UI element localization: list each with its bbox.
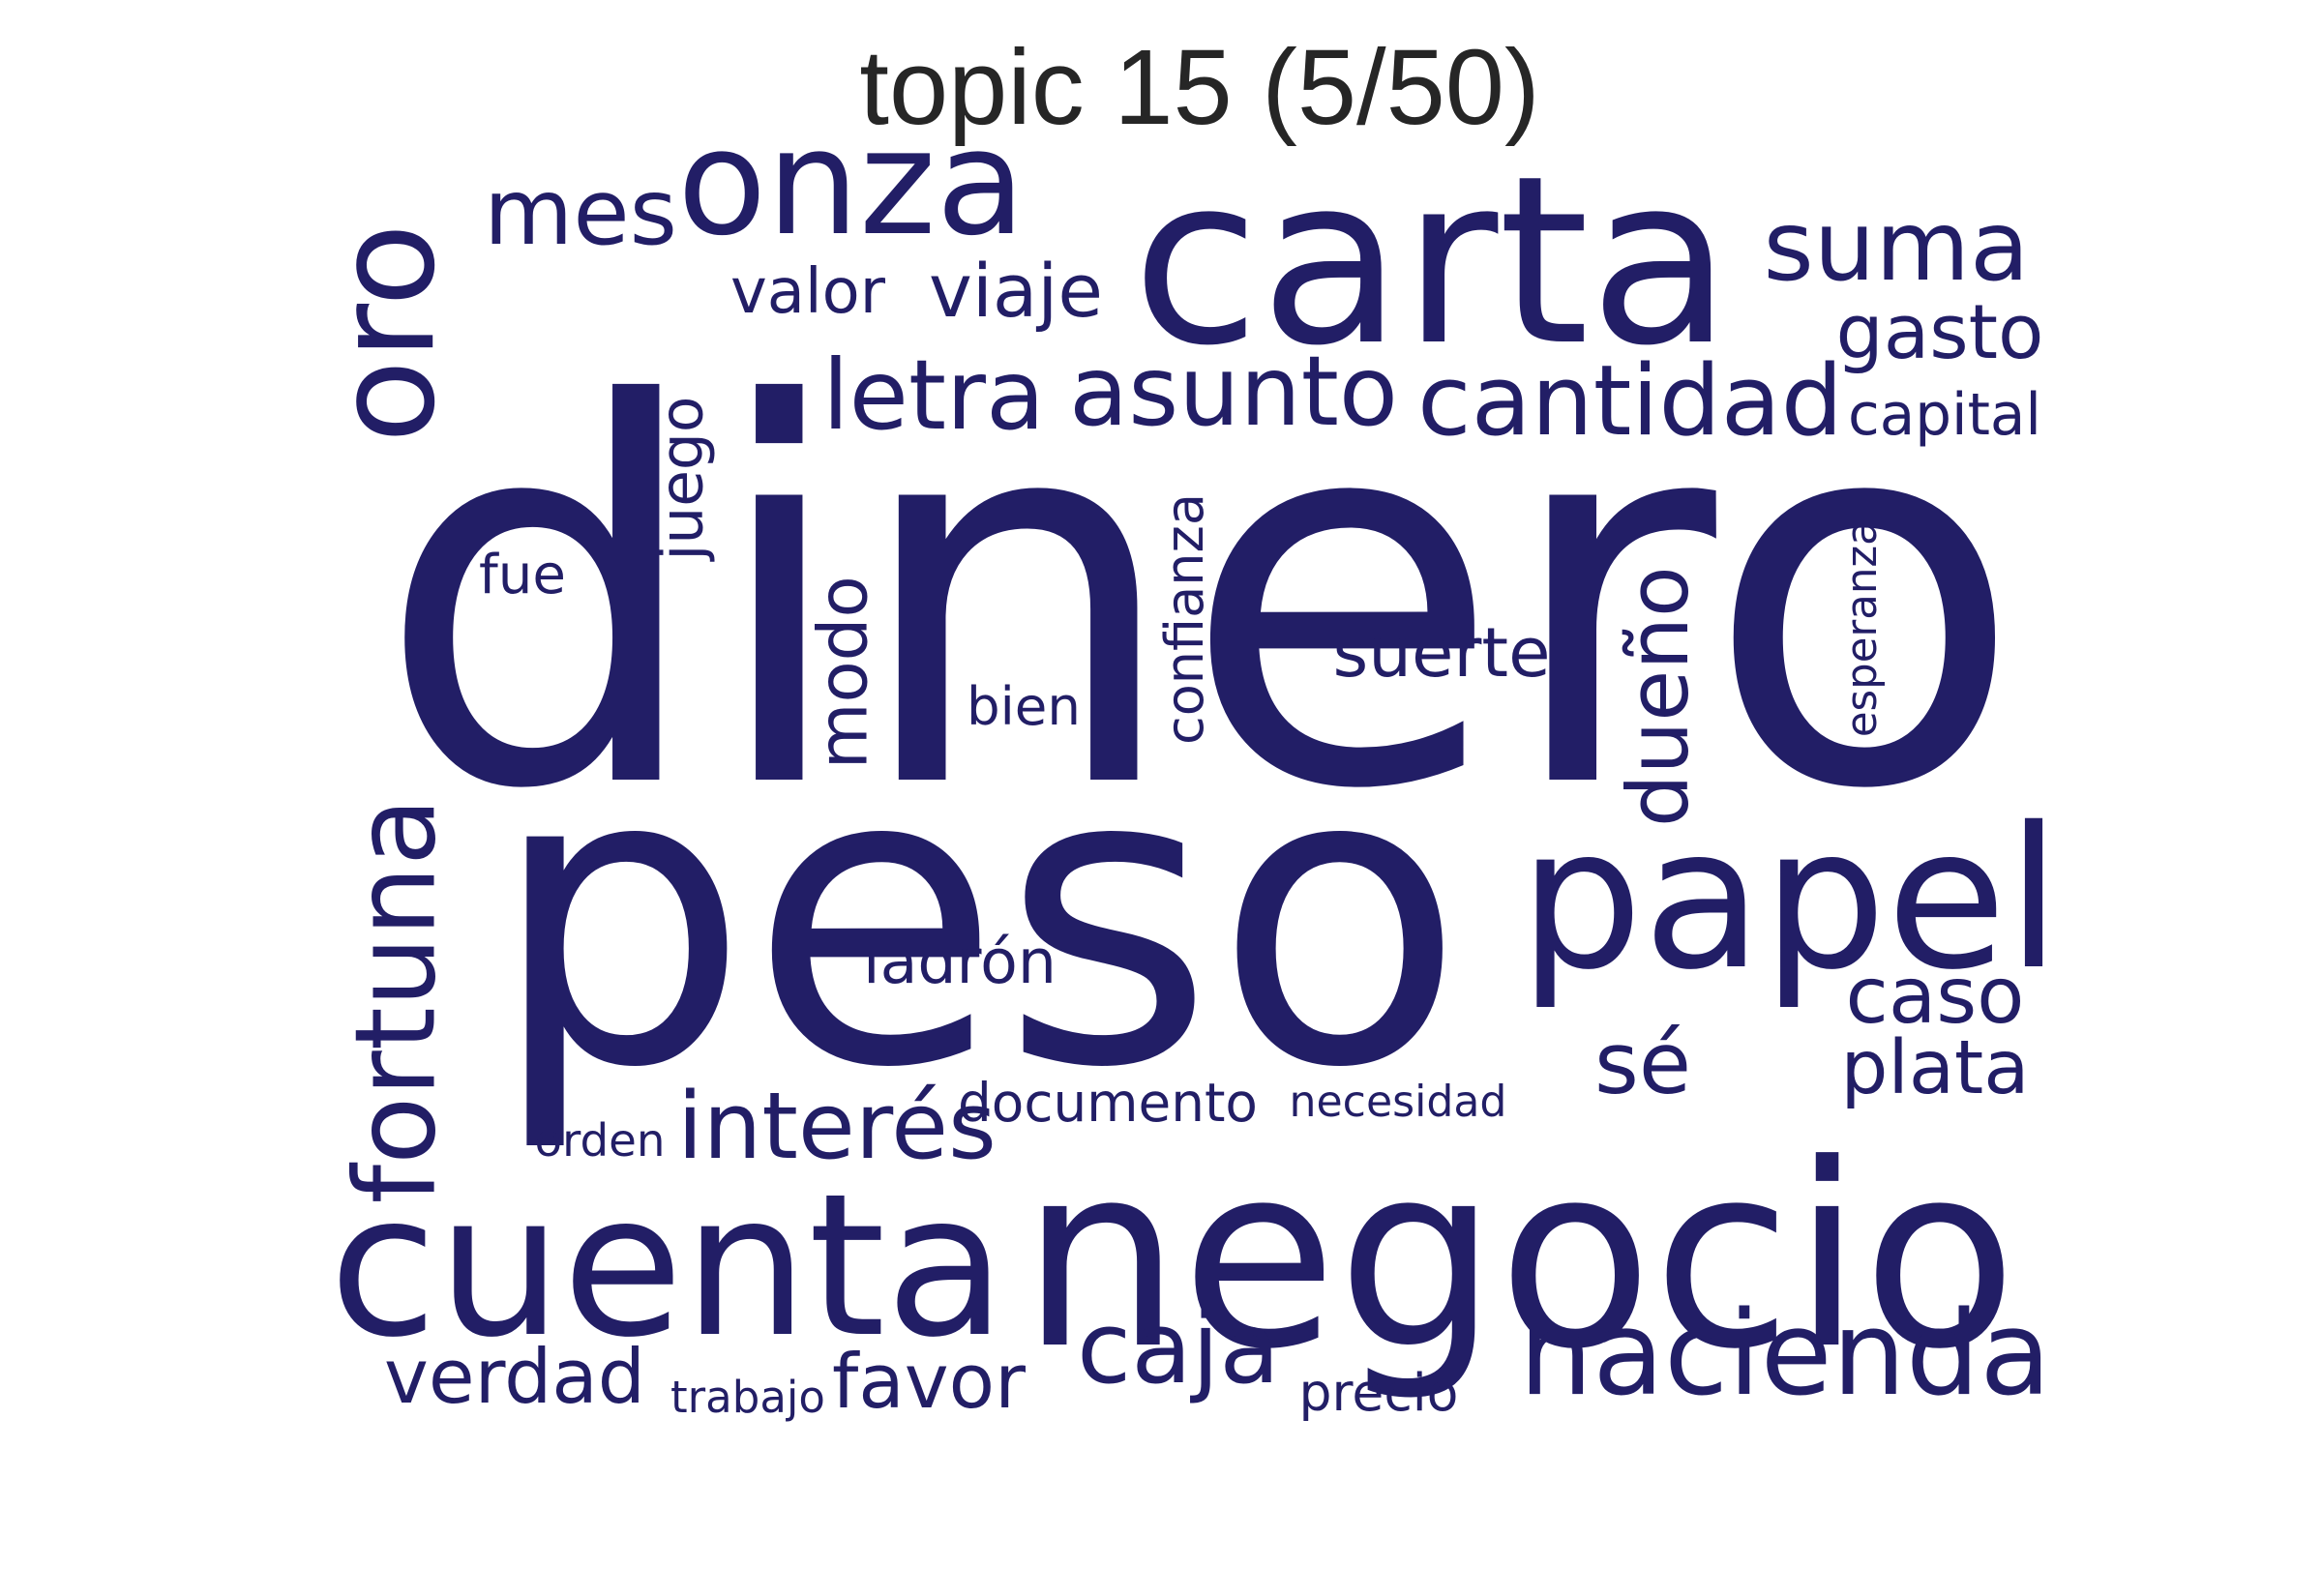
word-caja: caja [1077,1290,1280,1406]
word-peso: peso [489,680,1466,1158]
word-fortuna: fortuna [331,798,461,1204]
word-se: sé [1594,1013,1691,1113]
word-negocio: negocio [1021,1109,2017,1405]
word-mes: mes [484,159,677,266]
word-interes: interés [677,1072,997,1181]
word-bien: bien [967,674,1081,737]
word-suma: suma [1763,189,2030,303]
word-caso: caso [1845,950,2025,1042]
word-trabajo: trabajo [670,1372,825,1424]
word-gasto: gasto [1835,289,2044,377]
word-modo: modo [802,576,883,769]
word-confianza: confianza [1153,493,1215,745]
word-orden: orden [534,1114,666,1167]
word-plata: plata [1840,1024,2030,1112]
cloud-title: topic 15 (5/50) [859,28,1540,147]
word-asunto: asunto [1069,335,1398,449]
word-hacienda: hacienda [1519,1286,2051,1422]
word-valor: valor [730,256,885,329]
word-esperanza: esperanza [1837,519,1887,738]
word-necesidad: necesidad [1289,1077,1507,1127]
word-fue: fue [479,543,566,606]
word-precio: precio [1298,1362,1459,1424]
word-juego: juego [647,397,717,561]
word-dinero: dinero [375,295,2024,902]
word-papel: papel [1519,785,2061,1014]
word-ladron: ladrón [863,926,1057,998]
word-verdad: verdad [384,1334,645,1422]
word-onza: onza [677,98,1026,269]
word-viaje: viaje [929,249,1103,335]
word-documento: documento [958,1071,1258,1134]
word-letra: letra [822,340,1045,453]
word-carta: carta [1132,125,1732,397]
word-favor: favor [832,1339,1026,1427]
word-oro: oro [307,223,466,444]
word-cantidad: cantidad [1417,343,1843,458]
word-suerte: suerte [1332,612,1551,693]
word-dueno: dueño [1610,566,1708,827]
word-capital: capital [1848,382,2041,450]
word-cuenta: cuenta [329,1152,1006,1382]
